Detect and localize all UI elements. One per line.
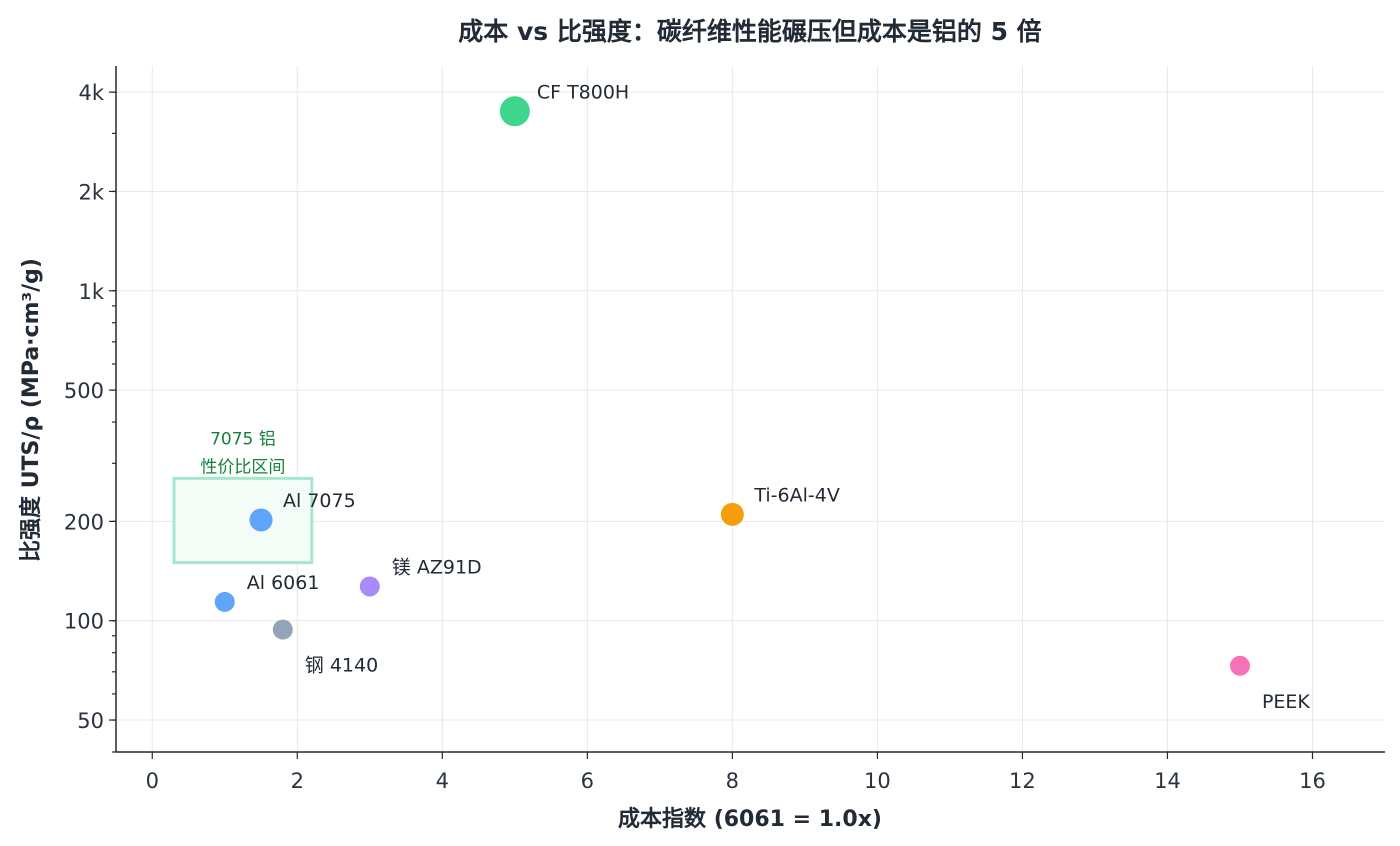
y-axis-label: 比强度 UTS/ρ (MPa·cm³/g) [18, 258, 44, 562]
axes [115, 66, 1385, 753]
y-tick-label: 50 [77, 709, 104, 733]
data-point [499, 96, 530, 127]
region-box [172, 476, 314, 565]
data-point [249, 508, 273, 532]
data-point [359, 576, 380, 597]
region-label-line: 性价比区间 [200, 457, 285, 477]
y-tick-label: 200 [64, 510, 104, 534]
chart-title: 成本 vs 比强度：碳纤维性能碾压但成本是铝的 5 倍 [458, 17, 1041, 46]
x-tick-label: 12 [1009, 769, 1036, 793]
data-point [272, 619, 293, 640]
data-point-label: 镁 AZ91D [392, 556, 482, 578]
data-point-label: PEEK [1262, 691, 1310, 713]
x-tick-label: 6 [581, 769, 594, 793]
x-tick-label: 10 [864, 769, 891, 793]
data-points: CF T800H Ti-6Al-4V Al 7075 镁 AZ91D Al 6061 钢 … [214, 81, 1310, 713]
data-point [214, 591, 235, 612]
x-axis-label: 成本指数 (6061 = 1.0x) [618, 806, 882, 832]
x-tick-label: 0 [146, 769, 159, 793]
data-point-label: Ti-6Al-4V [753, 484, 839, 506]
x-tick-label: 14 [1154, 769, 1181, 793]
x-tick-label: 16 [1299, 769, 1326, 793]
x-tick-label: 2 [291, 769, 304, 793]
y-tick-label: 2k [78, 180, 104, 204]
region-label-line: 7075 铝 [210, 429, 276, 449]
data-point-label: 钢 4140 [305, 655, 378, 677]
y-tick-label: 4k [78, 81, 104, 105]
y-tick-label: 1k [78, 280, 104, 304]
x-tick-label: 4 [436, 769, 449, 793]
data-point-label: CF T800H [537, 81, 629, 103]
grid [116, 66, 1385, 752]
y-tick-label: 100 [64, 610, 104, 634]
data-point-label: Al 7075 [283, 490, 356, 512]
x-tick-label: 8 [726, 769, 739, 793]
data-point-label: Al 6061 [247, 572, 320, 594]
ticks: 0 2 4 6 8 10 12 14 16 50 100 200 500 1k 2k 4k [64, 81, 1326, 793]
y-tick-label: 500 [64, 379, 104, 403]
data-point [720, 502, 744, 526]
data-point [1229, 655, 1250, 676]
